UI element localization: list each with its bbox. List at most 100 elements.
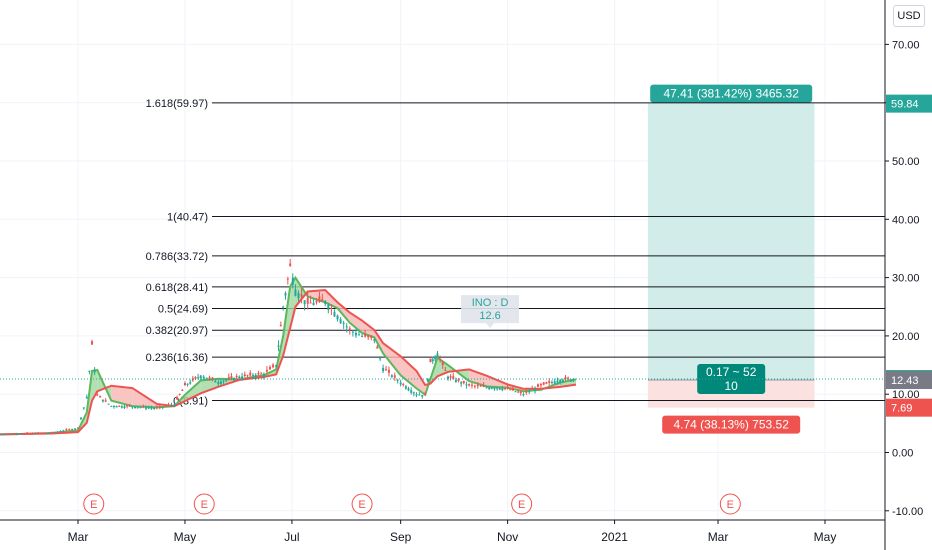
target-badge: 47.41 (381.42%) 3465.32 xyxy=(650,84,813,103)
candle-body xyxy=(176,397,179,400)
candle-body xyxy=(279,325,282,327)
candle-body xyxy=(548,381,551,383)
candle-body xyxy=(241,376,244,379)
candle-body xyxy=(321,299,324,302)
candle-body xyxy=(99,396,102,398)
price-tick-label: 20.00 xyxy=(892,331,920,343)
time-tick-label: May xyxy=(174,530,197,544)
candle-body xyxy=(511,388,514,391)
candle-body xyxy=(503,388,506,390)
candle-body xyxy=(291,277,294,285)
candle-body xyxy=(361,335,364,337)
profit-zone[interactable] xyxy=(647,103,815,381)
candle-body xyxy=(77,427,79,429)
price-candles xyxy=(0,258,885,436)
candle-body xyxy=(217,381,220,385)
time-tick-label: Jul xyxy=(284,530,299,544)
candle-body xyxy=(426,378,429,382)
candle-body xyxy=(376,346,379,349)
earnings-label: E xyxy=(90,499,97,511)
earnings-marker[interactable]: E xyxy=(351,493,373,515)
candle-body xyxy=(564,377,567,380)
currency-button[interactable]: USD xyxy=(893,5,925,27)
stop-badge-text: 4.74 (38.13%) 753.52 xyxy=(673,418,789,432)
candle-body xyxy=(393,375,396,378)
fibonacci-levels[interactable]: 1.618(59.97) 1(40.47) 0.786(33.72) 0.618(28… xyxy=(146,98,885,408)
candle-body xyxy=(219,381,222,384)
candle-body xyxy=(178,393,181,395)
target-badge-text: 47.41 (381.42%) 3465.32 xyxy=(663,87,799,101)
earnings-circle xyxy=(511,493,533,515)
cloud-segment xyxy=(307,289,326,303)
price-tick-label: 10.00 xyxy=(892,389,920,401)
candle-body xyxy=(468,384,471,386)
candle-body xyxy=(542,382,545,385)
candle-body xyxy=(222,380,225,382)
candle-body xyxy=(303,300,306,305)
candle-body xyxy=(118,405,121,407)
candle-body xyxy=(251,375,254,377)
candle-body xyxy=(327,304,330,310)
candle-body xyxy=(528,391,531,393)
candle-body xyxy=(452,376,455,379)
candle-body xyxy=(289,263,292,266)
candle-body xyxy=(351,331,354,333)
ratio-badge-text-1: 0.17 ~ 52 xyxy=(706,365,757,379)
candle-body xyxy=(539,383,542,386)
candle-body xyxy=(126,405,129,407)
earnings-marker[interactable]: E xyxy=(511,493,533,515)
fib-label: 0.236(16.36) xyxy=(146,352,208,364)
candle-body xyxy=(142,405,145,408)
candle-body xyxy=(110,405,113,407)
candle-body xyxy=(537,384,540,387)
cloud-segment xyxy=(400,356,417,389)
candle-body xyxy=(71,429,74,431)
price-label-text: 59.84 xyxy=(891,99,919,111)
price-axis[interactable]: -10.000.0010.0020.0030.0040.0050.0060.00… xyxy=(884,0,932,550)
callout-title: INO : D xyxy=(472,297,509,309)
candle-body xyxy=(312,302,315,306)
candle-body xyxy=(470,384,473,386)
candle-body xyxy=(493,387,496,390)
candle-body xyxy=(211,377,214,380)
candle-body xyxy=(476,385,479,387)
earnings-circle xyxy=(351,493,373,515)
price-tick-label: 40.00 xyxy=(892,214,920,226)
candle-body xyxy=(390,375,393,377)
candle-body xyxy=(53,432,56,434)
stop-badge-bg xyxy=(662,415,801,434)
time-axis[interactable]: Mar May Jul Sep Nov 2021 Mar May xyxy=(0,519,885,544)
earnings-marker[interactable]: E xyxy=(83,493,105,515)
candle-body xyxy=(348,328,351,331)
cloud-segment xyxy=(349,312,363,333)
candle-body xyxy=(12,433,15,435)
candle-body xyxy=(189,382,192,384)
candle-body xyxy=(572,379,575,381)
candle-body xyxy=(367,335,370,338)
candle-body xyxy=(254,374,257,378)
candle-body xyxy=(262,373,265,377)
candle-body xyxy=(424,393,427,396)
cloud-segment xyxy=(383,343,401,376)
earnings-marker[interactable]: E xyxy=(193,493,215,515)
candle-body xyxy=(460,382,463,384)
candle-body xyxy=(553,381,556,384)
candle-body xyxy=(34,433,37,435)
candle-body xyxy=(39,432,42,434)
candle-body xyxy=(194,376,197,379)
candle-body xyxy=(104,400,107,402)
earnings-label: E xyxy=(727,499,734,511)
candle-body xyxy=(284,293,287,296)
earnings-marker[interactable]: E xyxy=(719,493,741,515)
candle-body xyxy=(449,376,452,378)
candle-body xyxy=(4,434,7,436)
candle-body xyxy=(286,278,289,280)
candle-body xyxy=(431,359,434,362)
candle-body xyxy=(26,432,29,434)
candle-body xyxy=(50,431,53,433)
candle-body xyxy=(183,382,186,386)
candle-body xyxy=(404,386,407,389)
